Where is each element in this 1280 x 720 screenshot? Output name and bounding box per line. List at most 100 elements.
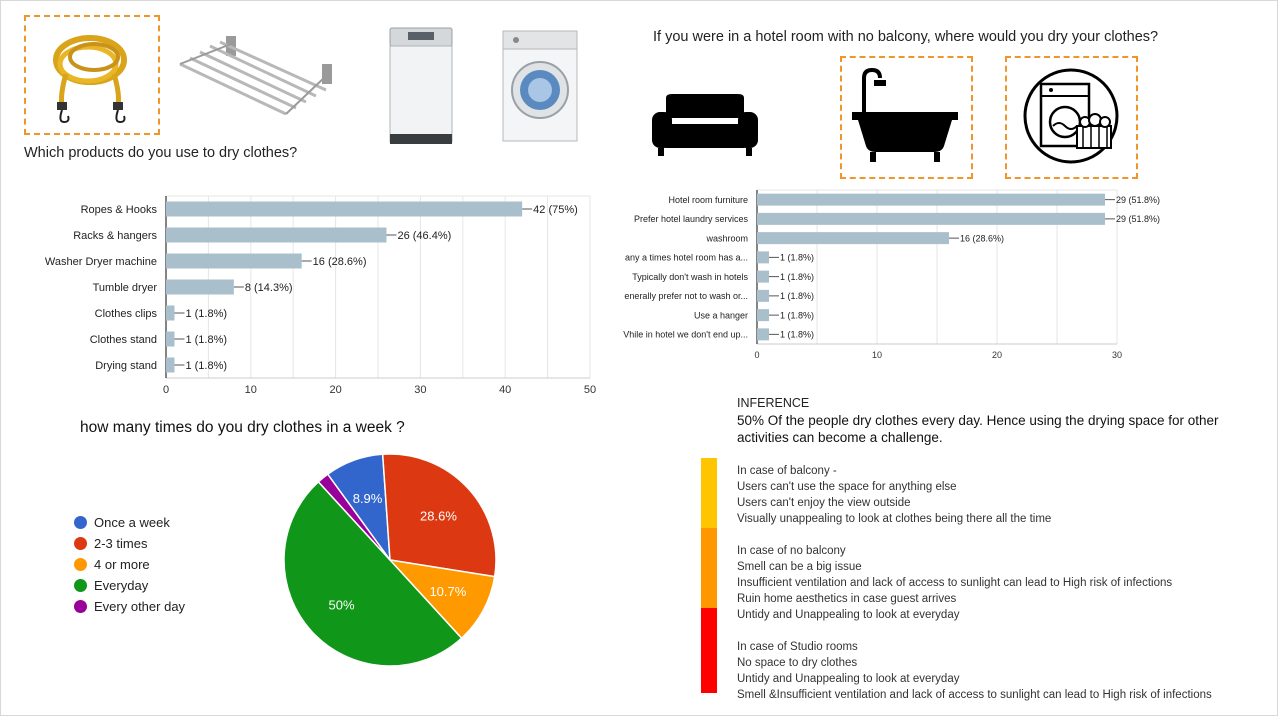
legend-label: Once a week [94,515,170,530]
data-label: 1 (1.8%) [780,272,814,282]
legend-item-2-3-times: 2-3 times [74,536,147,551]
x-tick-label: 30 [414,384,426,396]
category-label: Racks & hangers [73,230,157,242]
hotel-question: If you were in a hotel room with no balc… [653,29,1159,45]
note-balcony-title: In case of balcony - [737,465,837,477]
legend-item-everyday: Everyday [74,578,148,593]
category-label: Washer Dryer machine [45,256,157,268]
pie-slice-4-or-more [387,558,496,640]
selected-product-highlight [24,15,160,135]
category-label: Prefer hotel laundry services [634,214,749,224]
data-label: 16 (28.6%) [313,256,367,268]
wall-rack-image [179,36,332,116]
legend-label: 2-3 times [94,536,148,551]
products-question: Which products do you use to dry clothes… [24,145,298,161]
bar-washer-dryer-machine [166,253,302,269]
pie-slice-2-3-times [381,453,497,578]
rope-hooks-image [53,35,127,124]
x-tick-label: 10 [872,350,882,360]
note-studio-title: In case of Studio rooms [737,641,858,653]
inference-main-text: 50% Of the people dry clothes every day.… [737,413,1219,445]
front-load-dryer-image [502,30,578,142]
bar-hotel-room-furniture [757,193,1105,206]
note-balcony-3: Visually unappealing to look at clothes … [737,513,1052,525]
category-label: Ropes & Hooks [81,204,158,216]
legend-label: Every other day [94,599,186,614]
note-studio-1: No space to dry clothes [737,657,858,669]
bar-vhile-in-hotel-we-don-t-end-up [757,328,769,341]
data-label: 1 (1.8%) [780,253,814,263]
laundry-service-icon [1023,68,1119,164]
x-tick-label: 20 [992,350,1002,360]
category-label: Vhile in hotel we don't end up... [623,330,748,340]
category-label: Clothes stand [90,334,157,346]
category-label: Clothes clips [95,308,158,320]
legend-label: 4 or more [94,557,150,572]
note-balcony-2: Users can't enjoy the view outside [737,497,911,509]
products-bar-chart: 0 10 20 30 40 50 Ropes & Hooks 42 (75%) Racks & … [45,195,596,396]
bar-use-a-hanger [757,309,769,322]
pie-label: 8.9% [353,491,383,506]
bar-drying-stand [166,357,175,373]
bar-clothes-clips [166,305,175,321]
data-label: 1 (1.8%) [780,330,814,340]
bar-typically-don-t-wash-in-hotels [757,270,769,283]
pie-label: 28.6% [420,509,457,524]
data-label: 16 (28.6%) [960,233,1004,243]
frequency-pie-chart: 8.9% 28.6% 10.7% 50% [283,453,497,667]
legend-label: Everyday [94,578,149,593]
x-tick-label: 20 [329,384,341,396]
bar-enerally-prefer-not-to-wash-or [757,289,769,302]
data-label: 1 (1.8%) [185,308,227,320]
balcony-color-bar [701,458,717,528]
legend-swatch [74,516,87,529]
note-no-balcony-title: In case of no balcony [737,545,846,557]
bar-tumble-dryer [166,279,234,295]
data-label: 29 (51.8%) [1116,214,1160,224]
laundry-highlight [1005,56,1138,179]
hotel-bar-chart: 0 10 20 30 Hotel room furniture 29 (51.8%) Pre… [623,189,1160,360]
legend-item-every-other-day: Every other day [74,599,185,614]
bathtub-highlight [840,56,973,179]
data-label: 1 (1.8%) [185,360,227,372]
category-label: Tumble dryer [93,282,158,294]
data-label: 26 (46.4%) [397,230,451,242]
sofa-icon [652,94,758,156]
bar-washroom [757,232,949,245]
category-label: Drying stand [95,360,157,372]
legend-swatch [74,600,87,613]
no-balcony-color-bar [701,528,717,608]
x-tick-label: 0 [163,384,169,396]
category-label: washroom [705,233,748,243]
washing-machine-image [389,27,453,144]
pie-title: how many times do you dry clothes in a w… [80,419,405,436]
pie-label: 50% [329,597,355,612]
note-studio-3: Smell &Insufficient ventilation and lack… [737,689,1212,701]
data-label: 29 (51.8%) [1116,195,1160,205]
studio-color-bar [701,608,717,693]
category-label: Hotel room furniture [668,195,748,205]
bathtub-icon [852,67,958,162]
pie-slice-every-other-day [317,473,391,561]
bar-prefer-hotel-laundry-services [757,212,1105,225]
legend-swatch [74,537,87,550]
legend-swatch [74,579,87,592]
bar-any-a-times-hotel-room-has-a [757,251,769,264]
note-studio-2: Untidy and Unappealing to look at everyd… [737,673,960,685]
x-tick-label: 40 [499,384,511,396]
x-tick-label: 0 [754,350,759,360]
category-label: enerally prefer not to wash or... [624,291,748,301]
pie-slice-everyday [283,480,463,667]
note-no-balcony-4: Untidy and Unappealing to look at everyd… [737,609,960,621]
bar-ropes-hooks [166,201,523,217]
x-tick-label: 10 [245,384,257,396]
legend-item-once-a-week: Once a week [74,515,170,530]
data-label: 1 (1.8%) [780,310,814,320]
note-balcony-1: Users can't use the space for anything e… [737,481,957,493]
bar-clothes-stand [166,331,175,347]
pie-label: 10.7% [429,584,466,599]
legend-swatch [74,558,87,571]
data-label: 1 (1.8%) [780,291,814,301]
data-label: 42 (75%) [533,204,578,216]
x-tick-label: 50 [584,384,596,396]
